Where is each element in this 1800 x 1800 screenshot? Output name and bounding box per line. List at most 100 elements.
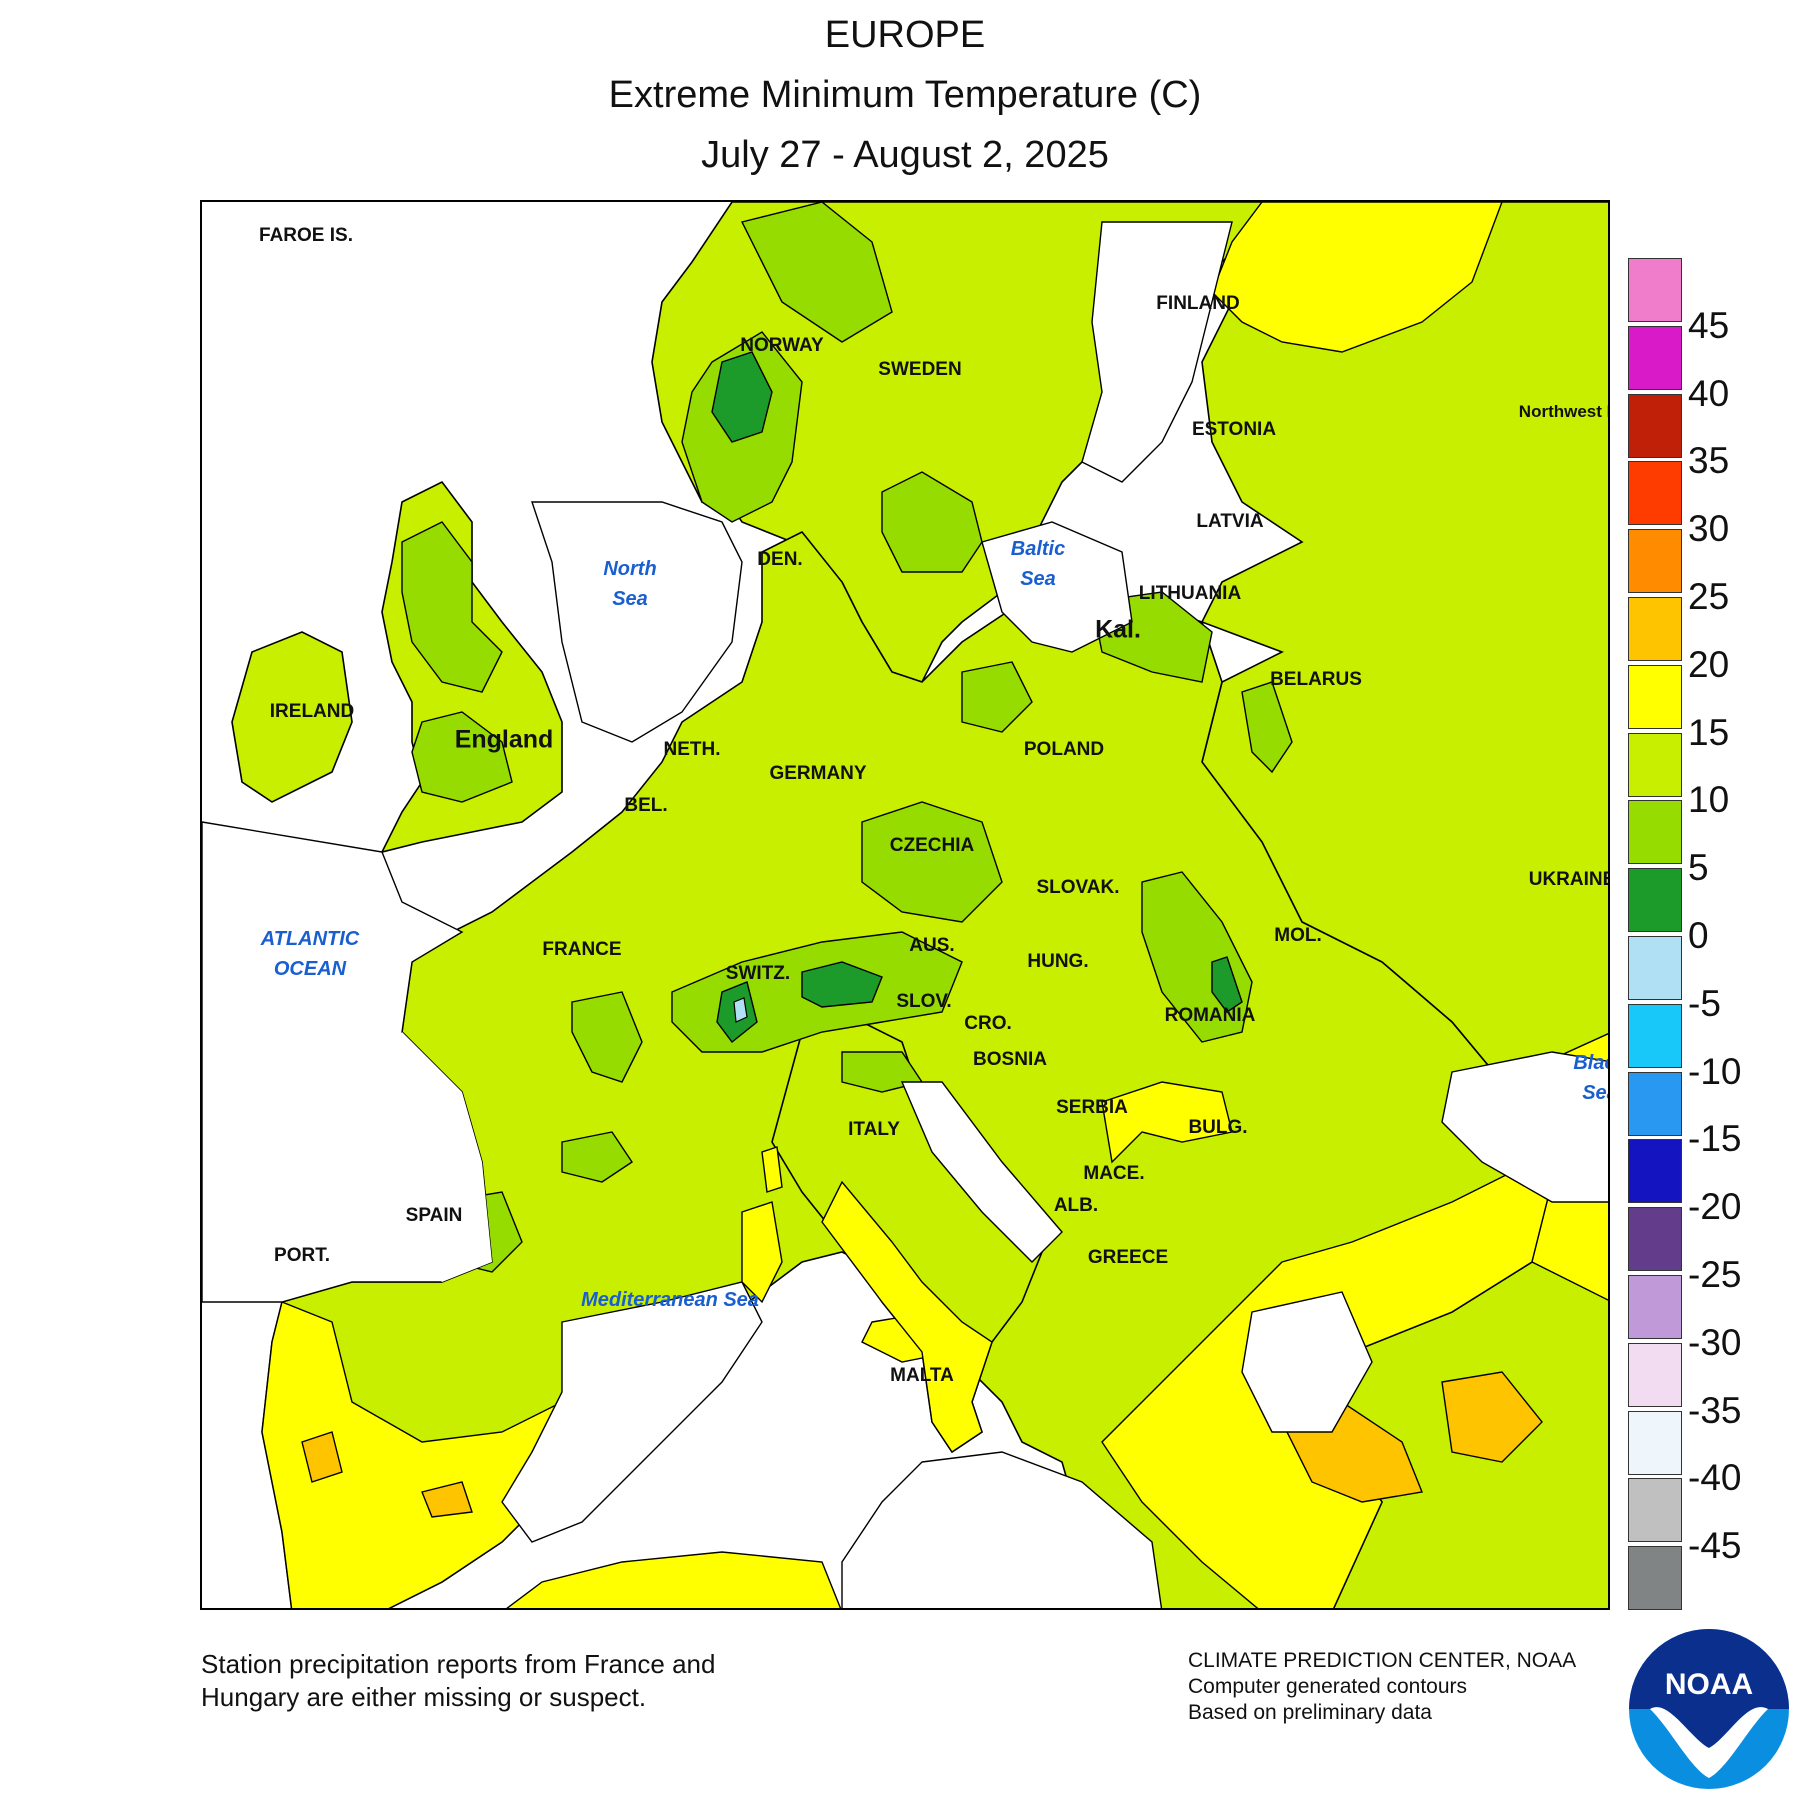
footnote: Station precipitation reports from Franc…	[201, 1648, 715, 1714]
footnote-line-1: Station precipitation reports from Franc…	[201, 1649, 716, 1679]
water-baltic-sea	[981, 521, 1133, 653]
label-belgium: BEL.	[624, 795, 668, 816]
legend-swatch	[1628, 529, 1682, 594]
label-france: FRANCE	[542, 939, 622, 960]
label-czechia: CZECHIA	[889, 835, 975, 856]
label-lithuania: LITHUANIA	[1138, 583, 1242, 604]
legend-tick-label: -20	[1688, 1186, 1742, 1228]
zone-poland-cool	[961, 661, 1033, 733]
legend-tick-label: 5	[1688, 847, 1709, 889]
label-faroe: FAROE IS.	[259, 225, 353, 246]
label-finland: FINLAND	[1156, 293, 1240, 314]
map-subtitle: Extreme Minimum Temperature (C)	[608, 74, 1202, 116]
noaa-logo-icon: NOAA	[1629, 1629, 1789, 1789]
legend-swatch	[1628, 1546, 1682, 1611]
zone-czechia-cool	[861, 801, 1003, 923]
legend-tick-label: 10	[1688, 779, 1730, 821]
legend-tick-label: 45	[1688, 304, 1730, 346]
label-switzerland: SWITZ.	[725, 963, 791, 984]
label-romania: ROMANIA	[1164, 1005, 1256, 1026]
map-canvas	[202, 202, 1608, 1608]
legend-tick-label: -35	[1688, 1389, 1742, 1431]
legend-tick-label: -10	[1688, 1050, 1742, 1092]
legend-swatch	[1628, 393, 1682, 458]
noaa-logo-text: NOAA	[1665, 1668, 1753, 1701]
label-croatia: CRO.	[964, 1013, 1012, 1034]
label-germany: GERMANY	[769, 763, 867, 784]
zone-sweden-cool	[881, 471, 983, 573]
zone-hungary-warm	[1101, 1081, 1233, 1164]
water-bay-of-biscay	[392, 1032, 492, 1282]
legend-swatch	[1628, 800, 1682, 865]
legend-tick-label: 35	[1688, 440, 1730, 482]
zone-norway-cold	[711, 351, 773, 443]
temperature-map: FAROE IS. NORWAY SWEDEN FINLAND ESTONIA …	[200, 200, 1610, 1610]
label-ukraine: UKRAINE	[1528, 869, 1610, 890]
legend-tick-label: -5	[1688, 982, 1721, 1024]
label-poland: POLAND	[1023, 739, 1105, 760]
legend-swatch	[1628, 1410, 1682, 1475]
legend-tick-label: 15	[1688, 711, 1730, 753]
label-belarus: BELARUS	[1270, 669, 1362, 690]
water-adriatic	[900, 1081, 1063, 1263]
legend-swatch	[1628, 461, 1682, 526]
credits-line-1: CLIMATE PREDICTION CENTER, NOAA	[1188, 1649, 1577, 1672]
label-moldova: MOL.	[1274, 925, 1322, 946]
zone-portugal-hot	[301, 1431, 343, 1483]
label-austria: AUS.	[909, 935, 955, 956]
water-bothnia	[1081, 221, 1233, 483]
label-northwest-district: Northwest District	[1518, 402, 1608, 421]
legend-tick-label: 40	[1688, 372, 1730, 414]
water-med-east	[841, 1451, 1163, 1608]
legend-swatch	[1628, 1071, 1682, 1136]
zone-finland-warm	[1211, 202, 1503, 353]
label-spain: SPAIN	[405, 1205, 463, 1226]
land-north-africa	[506, 1551, 842, 1608]
label-bulgaria: BULG.	[1188, 1117, 1248, 1138]
legend-tick-label: 20	[1688, 643, 1730, 685]
legend-swatch	[1628, 1478, 1682, 1543]
label-kaliningrad: Kal.	[1095, 615, 1141, 644]
legend-tick-label: 25	[1688, 576, 1730, 617]
label-denmark: DEN.	[757, 549, 803, 570]
water-mediterranean	[501, 1281, 763, 1543]
zone-spain-hot	[421, 1481, 473, 1518]
label-bosnia: BOSNIA	[973, 1049, 1047, 1070]
legend-swatch	[1628, 1275, 1682, 1339]
label-macedonia: MACE.	[1083, 1163, 1145, 1184]
legend-swatch	[1628, 1342, 1682, 1407]
label-greece: GREECE	[1087, 1247, 1169, 1268]
zone-france-cool	[571, 991, 643, 1083]
legend-tick-label: -40	[1688, 1457, 1742, 1499]
label-hungary: HUNG.	[1027, 951, 1089, 972]
label-mediterranean: Mediterranean Sea	[581, 1289, 759, 1311]
zone-scotland-cool	[401, 521, 503, 693]
zone-turkey-hot	[1441, 1371, 1543, 1463]
footnote-line-2: Hungary are either missing or suspect.	[201, 1682, 647, 1712]
legend-tick-label: -45	[1688, 1525, 1742, 1567]
zone-italy-warm	[821, 1180, 993, 1453]
legend-tick-label: -25	[1688, 1254, 1742, 1295]
map-title: EUROPE	[824, 14, 986, 56]
label-albania: ALB.	[1053, 1195, 1099, 1216]
legend-tick-label: 30	[1688, 508, 1730, 550]
land-ireland	[231, 631, 353, 803]
legend-swatch	[1628, 1139, 1682, 1204]
label-slovakia: SLOVAK.	[1036, 877, 1120, 898]
label-north-sea: North Sea	[603, 558, 657, 610]
label-italy: ITALY	[848, 1119, 900, 1140]
zone-swiss-freezing	[733, 997, 748, 1023]
label-latvia: LATVIA	[1196, 511, 1264, 532]
land-sardinia	[741, 1201, 783, 1304]
land-corsica	[761, 1146, 783, 1193]
label-ireland: IRELAND	[269, 701, 355, 722]
label-norway: NORWAY	[740, 335, 824, 356]
legend-swatch	[1628, 597, 1682, 661]
legend-swatch	[1628, 664, 1682, 729]
legend-swatch	[1628, 1003, 1682, 1068]
zone-romania-cold	[1211, 956, 1243, 1013]
zone-belarus-cool	[1241, 681, 1293, 774]
zone-alps-cold	[801, 961, 883, 1008]
label-estonia: ESTONIA	[1191, 419, 1277, 440]
label-atlantic: ATLANTIC OCEAN	[260, 928, 360, 980]
